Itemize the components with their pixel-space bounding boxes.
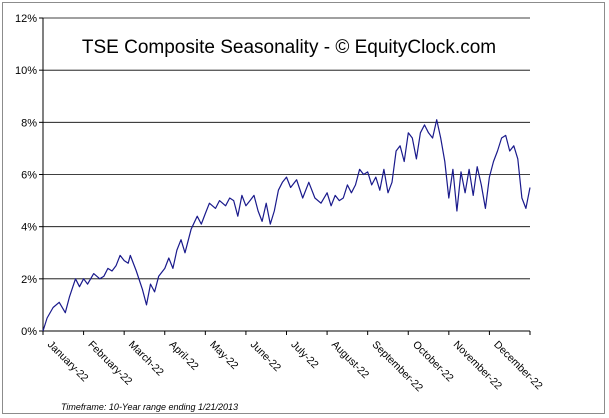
y-tick-label: 2% xyxy=(21,274,37,286)
axis-layer xyxy=(39,17,531,335)
y-tick-label: 4% xyxy=(21,222,37,234)
x-tick-label: April-22 xyxy=(167,339,201,373)
y-tick-label: 12% xyxy=(15,13,37,25)
x-tick-label: January-22 xyxy=(45,339,91,385)
y-tick-label: 10% xyxy=(15,65,37,77)
y-tick-label: 8% xyxy=(21,117,37,129)
x-tick-label: May-22 xyxy=(207,339,240,372)
y-tick-labels: 0% 2% 4% 6% 8% 10% 12% xyxy=(15,13,37,338)
x-tick-label: July-22 xyxy=(288,339,321,372)
chart-svg: 0% 2% 4% 6% 8% 10% 12% January-22February-22Ma… xyxy=(15,13,545,395)
chart-frame: 0% 2% 4% 6% 8% 10% 12% January-22 February-22 Ma… xyxy=(2,2,605,414)
x-tick-label: June-22 xyxy=(248,339,283,374)
x-tick-label: August-22 xyxy=(329,339,371,381)
y-tick-label: 0% xyxy=(21,326,37,338)
chart-footnote: Timeframe: 10-Year range ending 1/21/201… xyxy=(61,402,239,412)
y-tick-label: 6% xyxy=(21,170,37,182)
series-line-layer xyxy=(42,119,531,332)
x-tick-label: March-22 xyxy=(126,339,166,379)
series-line xyxy=(42,119,531,332)
chart-title: TSE Composite Seasonality - © EquityCloc… xyxy=(61,36,517,60)
grid-layer xyxy=(43,17,530,280)
